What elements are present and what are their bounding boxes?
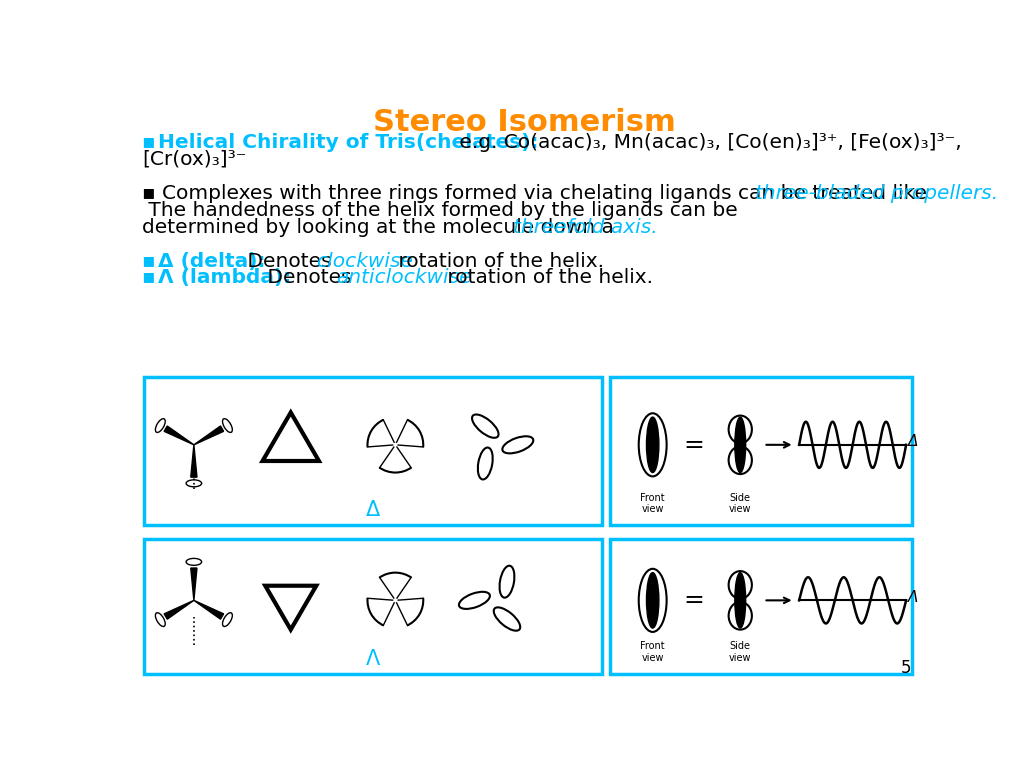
- Text: anticlockwise: anticlockwise: [336, 269, 472, 287]
- Text: Δ: Δ: [908, 434, 919, 449]
- Text: 5: 5: [900, 660, 910, 677]
- FancyBboxPatch shape: [143, 377, 602, 525]
- Polygon shape: [164, 601, 194, 619]
- Text: Λ: Λ: [908, 590, 919, 604]
- Text: Λ (lambda):: Λ (lambda):: [158, 269, 291, 287]
- Text: Side
view: Side view: [729, 641, 752, 663]
- Text: three-bladed propellers.: three-bladed propellers.: [756, 184, 998, 203]
- Text: Δ (delta):: Δ (delta):: [158, 252, 265, 270]
- Text: Stereo Isomerism: Stereo Isomerism: [374, 108, 676, 137]
- Text: ▪: ▪: [142, 133, 163, 152]
- Text: e.g. Co(acac)₃, Mn(acac)₃, [Co(en)₃]³⁺, [Fe(ox)₃]³⁻,: e.g. Co(acac)₃, Mn(acac)₃, [Co(en)₃]³⁺, …: [453, 133, 962, 152]
- FancyBboxPatch shape: [610, 377, 912, 525]
- Ellipse shape: [646, 417, 658, 472]
- Text: rotation of the helix.: rotation of the helix.: [441, 269, 653, 287]
- Text: ▪ Complexes with three rings formed via chelating ligands can be treated like: ▪ Complexes with three rings formed via …: [142, 184, 933, 203]
- Text: determined by looking at the molecule down a: determined by looking at the molecule do…: [142, 217, 621, 237]
- Text: Δ: Δ: [366, 500, 380, 520]
- Text: Front
view: Front view: [640, 492, 665, 514]
- Text: clockwise: clockwise: [316, 252, 414, 270]
- Text: ▪: ▪: [142, 252, 163, 270]
- Text: Front
view: Front view: [640, 641, 665, 663]
- Text: Λ: Λ: [366, 649, 380, 669]
- Text: =: =: [683, 588, 705, 612]
- FancyBboxPatch shape: [610, 539, 912, 674]
- Text: ▪: ▪: [142, 269, 163, 287]
- Polygon shape: [194, 426, 223, 445]
- Ellipse shape: [735, 417, 745, 472]
- Polygon shape: [164, 426, 194, 445]
- Text: rotation of the helix.: rotation of the helix.: [391, 252, 603, 270]
- Ellipse shape: [735, 573, 745, 628]
- Text: [Cr(ox)₃]³⁻: [Cr(ox)₃]³⁻: [142, 150, 247, 169]
- Text: =: =: [683, 433, 705, 457]
- Text: Side
view: Side view: [729, 492, 752, 514]
- Text: The handedness of the helix formed by the ligands can be: The handedness of the helix formed by th…: [142, 200, 737, 220]
- Text: Helical Chirality of Tris(chelates):: Helical Chirality of Tris(chelates):: [158, 133, 539, 152]
- Text: Denotes: Denotes: [242, 252, 338, 270]
- Polygon shape: [190, 445, 197, 477]
- FancyBboxPatch shape: [143, 539, 602, 674]
- Ellipse shape: [646, 573, 658, 628]
- Text: Denotes: Denotes: [261, 269, 358, 287]
- Polygon shape: [194, 601, 223, 619]
- Text: threefold axis.: threefold axis.: [513, 217, 657, 237]
- Polygon shape: [190, 568, 197, 601]
